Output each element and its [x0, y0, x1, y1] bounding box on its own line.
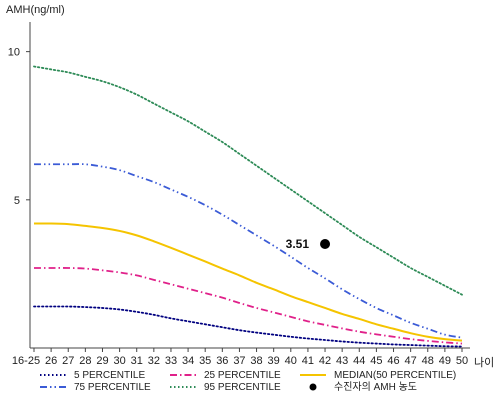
series-line-median-50-percentile — [33, 222, 463, 342]
legend-label: 5 PERCENTILE — [74, 370, 145, 381]
x-tick-label: 38 — [250, 355, 262, 367]
x-tick-label: 32 — [148, 355, 160, 367]
x-tick-label: 45 — [370, 355, 382, 367]
series-line-95-percentile — [33, 65, 463, 296]
x-tick-label: 43 — [336, 355, 348, 367]
series-line-25-percentile — [33, 267, 463, 345]
x-tick-label: 37 — [233, 355, 245, 367]
x-tick-label: 42 — [319, 355, 331, 367]
x-ticks: 16-25 26 27 28 29 30 31 32 33 34 35 36 37 38 39 40 41 42 4… — [12, 348, 468, 367]
legend: 5 PERCENTILE 25 PERCENTILE MEDIAN(50 PERCE… — [40, 370, 456, 393]
x-tick-label: 36 — [216, 355, 228, 367]
x-tick-label: 34 — [182, 355, 194, 367]
x-axis-label: 나이 — [474, 356, 494, 369]
x-tick-label: 41 — [302, 355, 314, 367]
x-tick-label: 47 — [405, 355, 417, 367]
series-line-5-percentile — [33, 305, 463, 348]
y-axis-label: AMH(ng/ml) — [6, 4, 65, 16]
legend-label: 25 PERCENTILE — [204, 370, 281, 381]
x-tick-label: 50 — [456, 355, 468, 367]
legend-label: 75 PERCENTILE — [74, 382, 151, 393]
legend-label: MEDIAN(50 PERCENTILE) — [334, 370, 456, 381]
x-tick-label: 35 — [199, 355, 211, 367]
x-tick-label: 33 — [165, 355, 177, 367]
patient-amh-value-label: 3.51 — [286, 237, 310, 251]
legend-label: 수진자의 AMH 농도 — [334, 381, 417, 393]
x-tick-label: 31 — [131, 355, 143, 367]
x-tick-label: 30 — [113, 355, 125, 367]
y-tick-label: 10 — [8, 47, 20, 59]
x-tick-label: 39 — [268, 355, 280, 367]
x-tick-label: 16-25 — [12, 355, 40, 367]
series-group — [33, 65, 463, 348]
x-tick-label: 27 — [62, 355, 74, 367]
x-tick-label: 28 — [79, 355, 91, 367]
x-tick-label: 46 — [387, 355, 399, 367]
patient-amh-point — [320, 238, 331, 249]
x-tick-label: 44 — [353, 355, 365, 367]
series-line-75-percentile — [34, 163, 463, 339]
legend-swatch — [309, 383, 317, 391]
x-tick-label: 26 — [45, 355, 57, 367]
y-ticks: 5 10 — [8, 47, 30, 207]
marker-group: 3.51 — [286, 237, 331, 251]
x-tick-label: 49 — [439, 355, 451, 367]
x-tick-label: 29 — [96, 355, 108, 367]
x-tick-label: 48 — [422, 355, 434, 367]
x-tick-label: 40 — [285, 355, 297, 367]
legend-label: 95 PERCENTILE — [204, 382, 281, 393]
y-tick-label: 5 — [14, 195, 20, 207]
